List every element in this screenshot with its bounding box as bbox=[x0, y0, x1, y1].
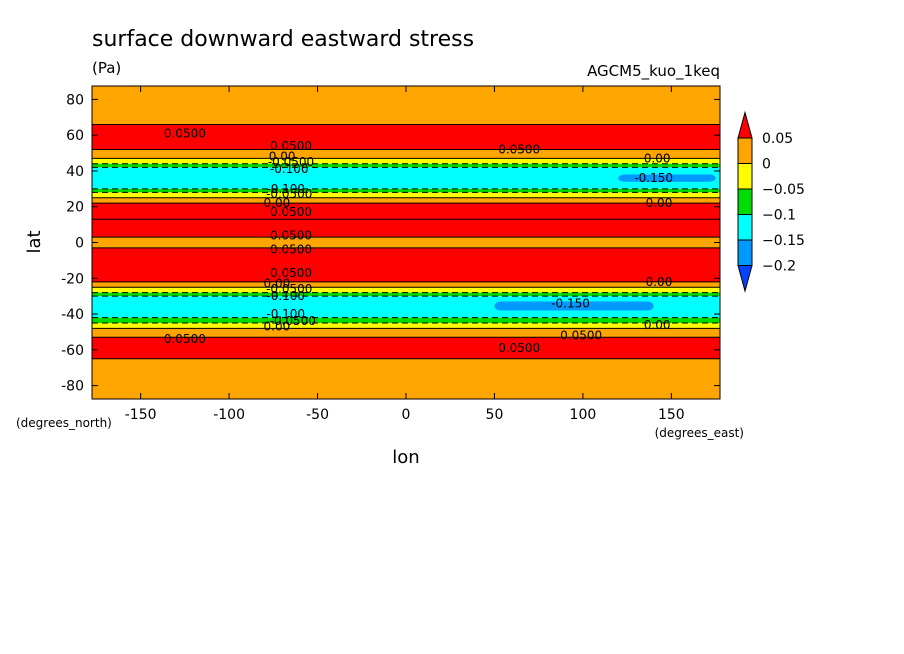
contour-label: 0.00 bbox=[646, 275, 673, 289]
x-units-label: (degrees_east) bbox=[655, 426, 744, 440]
contour-label: 0.00 bbox=[269, 150, 296, 164]
contour-label: 0.0500 bbox=[270, 243, 312, 257]
contour-label: 0.00 bbox=[646, 196, 673, 210]
x-tick-label: 100 bbox=[570, 407, 597, 423]
colorbar-label: 0 bbox=[762, 157, 771, 173]
colorbar-label: −0.2 bbox=[762, 259, 796, 275]
x-tick-label: -150 bbox=[125, 407, 157, 423]
x-axis: -150 -100 -50 0 50 100 150 bbox=[125, 86, 685, 423]
colorbar-label: −0.1 bbox=[762, 208, 796, 224]
x-tick-label: -50 bbox=[306, 407, 329, 423]
colorbar-segment bbox=[737, 137, 753, 164]
colorbar-label: 0.05 bbox=[762, 131, 793, 147]
contour-band bbox=[92, 124, 720, 150]
contour-lines bbox=[92, 123, 720, 360]
experiment-label: AGCM5_kuo_1keq bbox=[587, 62, 720, 81]
y-tick-label: 60 bbox=[66, 128, 84, 144]
contour-label: 0.0500 bbox=[270, 139, 312, 153]
contour-band bbox=[92, 188, 720, 193]
contour-label: 0.0500 bbox=[270, 266, 312, 280]
colorbar-segment bbox=[737, 239, 753, 266]
contour-label: -0.100 bbox=[270, 162, 309, 176]
colorbar-cap bbox=[737, 110, 753, 139]
contour-band bbox=[92, 149, 720, 159]
contour-band bbox=[92, 328, 720, 338]
contour-band bbox=[92, 337, 720, 359]
y-tick-label: -60 bbox=[61, 343, 84, 359]
contour-label: 0.0500 bbox=[270, 205, 312, 219]
contour-band bbox=[92, 247, 720, 282]
contour-label: -0.150 bbox=[634, 171, 673, 185]
contour-label: -0.0500 bbox=[266, 282, 312, 296]
contour-band bbox=[92, 287, 720, 293]
y-tick-label: -40 bbox=[61, 307, 84, 323]
contour-band bbox=[92, 219, 720, 238]
contour-label: 0.0500 bbox=[164, 126, 206, 140]
x-tick-label: 0 bbox=[402, 407, 411, 423]
x-axis-label: lon bbox=[392, 447, 419, 468]
contour-label: -0.150 bbox=[551, 296, 590, 310]
contour-band bbox=[92, 358, 720, 399]
contour-label: 0.00 bbox=[264, 196, 291, 210]
contour-label: -0.100 bbox=[266, 307, 305, 321]
colorbar-cap bbox=[737, 265, 753, 293]
y-tick-label: 80 bbox=[66, 92, 84, 108]
contour-label: -0.100 bbox=[266, 289, 305, 303]
plot-area bbox=[92, 86, 720, 399]
contour-band bbox=[92, 203, 720, 220]
contour-band bbox=[92, 237, 720, 248]
y-axis: -80 -60 -40 -20 0 20 40 60 80 bbox=[61, 92, 720, 395]
y-tick-label: -80 bbox=[61, 379, 84, 395]
contour-label: -0.0500 bbox=[266, 187, 312, 201]
x-tick-label: 150 bbox=[658, 407, 685, 423]
colorbar-segment bbox=[737, 188, 753, 215]
contour-band bbox=[92, 197, 720, 204]
contour-label: 0.00 bbox=[644, 318, 671, 332]
y-tick-label: 0 bbox=[75, 236, 84, 252]
contour-label: 0.0500 bbox=[498, 142, 540, 156]
y-tick-label: -20 bbox=[61, 271, 84, 287]
chart-title: surface downward eastward stress bbox=[92, 27, 474, 52]
y-tick-label: 20 bbox=[66, 200, 84, 216]
contour-label: -0.100 bbox=[266, 182, 305, 196]
contour-label: 0.00 bbox=[644, 151, 671, 165]
contour-patch bbox=[494, 301, 654, 311]
colorbar: 0.05 0 −0.05 −0.1 −0.15 −0.2 bbox=[737, 110, 805, 293]
contour-band bbox=[92, 192, 720, 198]
contour-label: 0.0500 bbox=[498, 341, 540, 355]
contour-band bbox=[92, 86, 720, 125]
contour-label: 0.0500 bbox=[270, 228, 312, 242]
contour-band bbox=[92, 317, 720, 323]
contour-label: -0.0500 bbox=[270, 314, 316, 328]
contour-label: 0.0500 bbox=[164, 332, 206, 346]
colorbar-label: −0.15 bbox=[762, 233, 805, 249]
y-tick-label: 40 bbox=[66, 164, 84, 180]
contour-band bbox=[92, 322, 720, 329]
contour-band bbox=[92, 292, 720, 297]
y-axis-label: lat bbox=[24, 230, 45, 253]
contour-label: 0.00 bbox=[264, 277, 291, 291]
contour-label: -0.0500 bbox=[268, 155, 314, 169]
contour-band bbox=[92, 163, 720, 168]
contour-label: 0.0500 bbox=[560, 329, 602, 343]
contour-patch bbox=[618, 174, 716, 182]
contour-band bbox=[92, 167, 720, 189]
y-units-label: (degrees_north) bbox=[16, 416, 112, 430]
colorbar-label: −0.05 bbox=[762, 182, 805, 198]
contour-label: 0.00 bbox=[264, 320, 291, 334]
x-tick-label: 50 bbox=[486, 407, 504, 423]
colorbar-segment bbox=[737, 214, 753, 241]
chart-units: (Pa) bbox=[92, 59, 121, 77]
contour-band bbox=[92, 158, 720, 164]
contour-band bbox=[92, 281, 720, 288]
x-tick-label: -100 bbox=[213, 407, 245, 423]
colorbar-segment bbox=[737, 163, 753, 190]
